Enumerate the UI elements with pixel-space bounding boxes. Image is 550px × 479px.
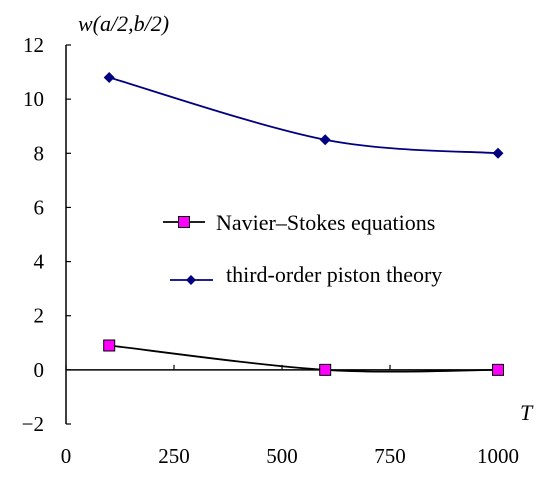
x-tick-label: 250	[158, 444, 190, 468]
x-tick-label: 750	[374, 444, 406, 468]
y-ticks: 12 10 8 6 4 2 0 −2	[22, 33, 71, 436]
legend-marker-square-icon	[178, 216, 190, 228]
x-ticks: 0 250 500 750 1000	[61, 364, 519, 468]
data-point-navier-stokes	[103, 339, 116, 352]
x-tick-label: 1000	[477, 444, 519, 468]
legend: Navier–Stokes equations third-order pist…	[163, 210, 442, 287]
series-layer	[103, 71, 504, 376]
x-tick-label: 0	[61, 444, 72, 468]
y-tick-label: 12	[23, 33, 44, 57]
y-tick-label: 2	[34, 304, 45, 328]
legend-label-piston-theory: third-order piston theory	[226, 262, 442, 287]
y-axis-title: w(a/2,b/2)	[78, 11, 169, 36]
axes: 12 10 8 6 4 2 0 −2 0 250 500 750 1000	[22, 33, 519, 468]
legend-item-piston-theory: third-order piston theory	[170, 262, 442, 287]
y-tick-label: −2	[22, 412, 44, 436]
legend-item-navier-stokes: Navier–Stokes equations	[163, 210, 435, 235]
data-point-navier-stokes	[492, 363, 504, 376]
data-point-piston-theory	[492, 147, 504, 159]
series-line-navier-stokes	[109, 344, 499, 373]
y-tick-label: 10	[23, 87, 44, 111]
y-tick-label: 6	[34, 195, 45, 219]
y-tick-label: 8	[34, 141, 45, 165]
y-tick-label: 4	[34, 250, 45, 274]
y-tick-label: 0	[34, 358, 45, 382]
x-axis-title: T	[520, 400, 534, 425]
data-point-piston-theory	[319, 134, 331, 146]
x-tick-label: 500	[266, 444, 298, 468]
series-line-piston-theory	[108, 76, 499, 155]
data-point-navier-stokes	[319, 363, 332, 376]
legend-marker-diamond-icon	[186, 275, 196, 285]
data-point-piston-theory	[103, 71, 115, 83]
legend-label-navier-stokes: Navier–Stokes equations	[216, 210, 435, 235]
